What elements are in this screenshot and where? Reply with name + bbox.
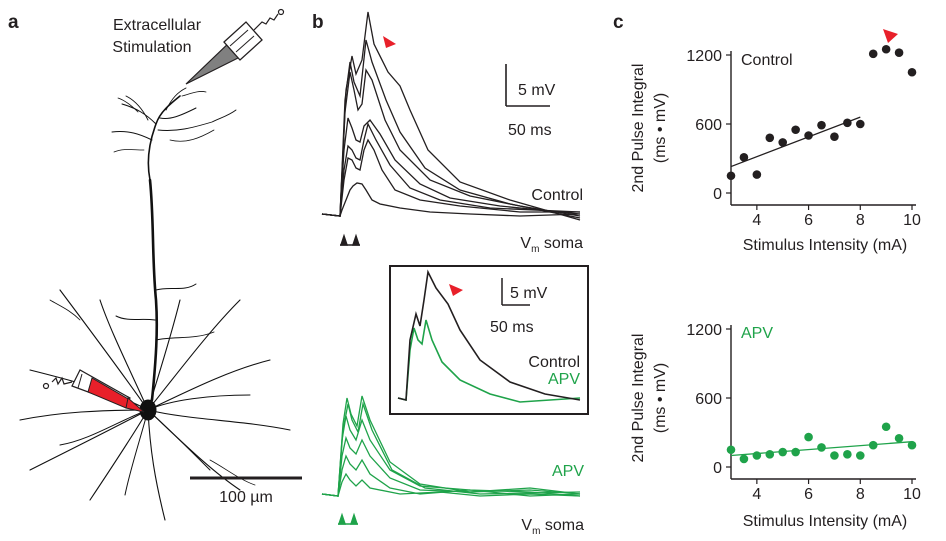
panel-a: a Extracellular Stimulation bbox=[8, 8, 302, 521]
data-point-apv bbox=[752, 451, 762, 460]
data-point-control bbox=[765, 133, 775, 143]
inset-scale-v-label: 5 mV bbox=[510, 285, 548, 302]
neuron-morphology bbox=[19, 87, 291, 521]
data-point-apv bbox=[894, 433, 904, 443]
y-tick-label: 1200 bbox=[686, 322, 722, 339]
control-label: Control bbox=[531, 187, 583, 204]
data-point-apv bbox=[907, 440, 917, 450]
x-tick-label: 6 bbox=[804, 212, 813, 229]
y-axis-label-line2: (ms • mV) bbox=[652, 93, 669, 163]
scatter-plot-control: 2nd Pulse Integral (ms • mV) Control Sti… bbox=[630, 29, 921, 254]
data-point-apv bbox=[855, 451, 865, 460]
inset-scale-t-label: 50 ms bbox=[490, 319, 534, 336]
data-point-control bbox=[868, 49, 878, 59]
data-point-control bbox=[778, 138, 788, 147]
data-point-control bbox=[791, 125, 800, 135]
apv-traces bbox=[321, 395, 581, 497]
data-point-control bbox=[855, 119, 865, 129]
x-tick-label: 8 bbox=[856, 486, 865, 503]
stim-label-line2: Stimulation bbox=[112, 39, 191, 56]
stimulus-marker-icon bbox=[339, 233, 361, 246]
data-point-apv bbox=[830, 451, 839, 460]
x-tick-label: 6 bbox=[804, 486, 813, 503]
recording-electrode-icon bbox=[42, 369, 145, 413]
panel-c: c 2nd Pulse Integral (ms • mV) Control S… bbox=[613, 12, 921, 530]
y-tick-label: 1200 bbox=[686, 48, 722, 65]
control-red-arrowhead bbox=[883, 29, 898, 43]
vm-soma-label: Vm soma bbox=[520, 235, 583, 255]
x-tick-label: 10 bbox=[903, 486, 921, 503]
inset-box bbox=[389, 265, 589, 415]
inset-control-label: Control bbox=[528, 354, 580, 371]
data-point-apv bbox=[843, 450, 852, 459]
stimulus-marker-apv-icon bbox=[337, 512, 359, 525]
stim-label-line1: Extracellular bbox=[113, 17, 202, 34]
apv-label: APV bbox=[552, 463, 584, 480]
x-axis-label-apv: Stimulus Intensity (mA) bbox=[743, 513, 907, 530]
inset-traces bbox=[397, 269, 581, 403]
data-point-apv bbox=[804, 432, 813, 442]
data-point-apv bbox=[765, 450, 775, 459]
data-point-control bbox=[881, 44, 891, 54]
panel-b-letter: b bbox=[312, 12, 324, 33]
data-point-apv bbox=[868, 440, 878, 450]
y-tick-label: 0 bbox=[713, 460, 722, 477]
x-tick-label: 4 bbox=[752, 212, 761, 229]
data-point-control bbox=[830, 132, 839, 141]
data-point-apv bbox=[881, 422, 891, 432]
y-axis-label-line2-apv: (ms • mV) bbox=[652, 363, 669, 433]
red-arrowhead bbox=[383, 36, 396, 48]
data-point-control bbox=[752, 170, 762, 179]
x-tick-label: 10 bbox=[903, 212, 921, 229]
data-point-apv bbox=[817, 443, 826, 452]
control-traces bbox=[321, 11, 581, 221]
inset-red-arrowhead bbox=[449, 284, 463, 296]
data-point-apv bbox=[726, 445, 736, 455]
stimulation-electrode-icon bbox=[185, 8, 285, 85]
data-point-control bbox=[817, 120, 826, 130]
inset-apv-label: APV bbox=[548, 371, 580, 388]
data-point-apv bbox=[791, 447, 800, 457]
y-tick-label: 0 bbox=[713, 186, 722, 203]
y-tick-label: 600 bbox=[695, 117, 722, 134]
x-axis-label: Stimulus Intensity (mA) bbox=[743, 237, 907, 254]
data-point-control bbox=[907, 67, 917, 77]
vm-soma-label-2: Vm soma bbox=[521, 517, 584, 537]
x-tick-label: 4 bbox=[752, 486, 761, 503]
x-tick-label: 8 bbox=[856, 212, 865, 229]
fit-line-control bbox=[730, 116, 861, 168]
data-point-control bbox=[894, 48, 904, 57]
scale-v-label: 5 mV bbox=[518, 82, 556, 99]
scatter-plot-apv: 2nd Pulse Integral (ms • mV) APV Stimulu… bbox=[630, 322, 921, 530]
plot-title-apv: APV bbox=[741, 325, 773, 342]
panel-c-letter: c bbox=[613, 12, 624, 33]
data-point-control bbox=[726, 171, 736, 181]
scale-bar-label: 100 µm bbox=[219, 489, 273, 506]
scale-t-label: 50 ms bbox=[508, 122, 552, 139]
panel-b: b 5 mV 50 ms Control Vm soma bbox=[312, 11, 589, 537]
panel-a-letter: a bbox=[8, 12, 19, 33]
data-point-control bbox=[804, 131, 813, 140]
y-axis-label-line1-apv: 2nd Pulse Integral bbox=[630, 334, 647, 463]
data-point-control bbox=[739, 153, 749, 162]
plot-title-control: Control bbox=[741, 52, 793, 69]
data-point-apv bbox=[739, 454, 749, 464]
y-axis-label-line1: 2nd Pulse Integral bbox=[630, 64, 647, 193]
y-tick-label: 600 bbox=[695, 391, 722, 408]
data-point-apv bbox=[778, 447, 788, 457]
data-point-control bbox=[843, 118, 852, 128]
